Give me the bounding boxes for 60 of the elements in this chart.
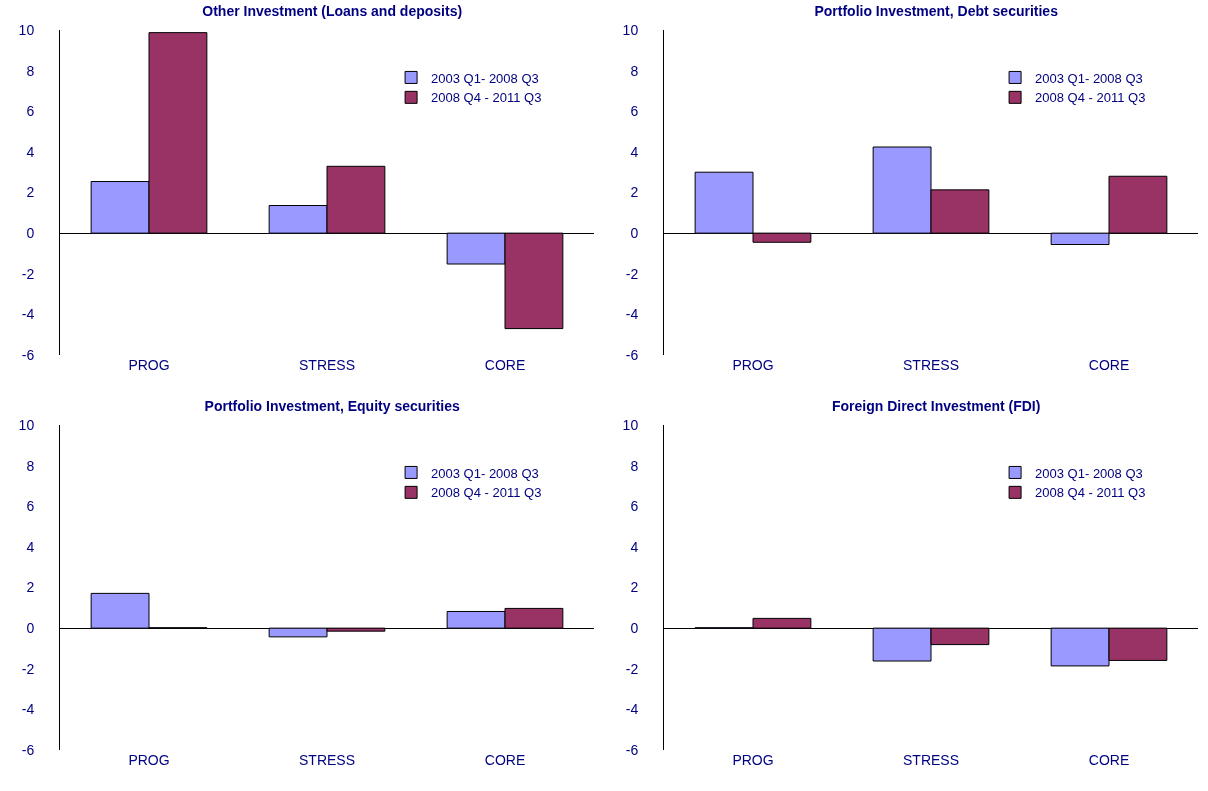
y-tick-label: 8 xyxy=(630,457,639,474)
y-tick-label: -2 xyxy=(21,660,35,677)
y-tick-label: 10 xyxy=(18,21,35,38)
y-tick-label: 2 xyxy=(630,184,639,201)
y-tick-label: -4 xyxy=(625,701,639,718)
y-tick-label: -2 xyxy=(625,660,639,677)
chart-title: Other Investment (Loans and deposits) xyxy=(202,2,463,19)
legend-label: 2008 Q4 - 2011 Q3 xyxy=(431,90,542,106)
x-tick-label: PROG xyxy=(732,752,774,768)
x-tick-label: STRESS xyxy=(298,752,356,768)
y-tick-label: 4 xyxy=(630,538,639,555)
y-tick-label: 10 xyxy=(18,416,35,433)
y-tick-label: 0 xyxy=(630,620,639,637)
y-tick-label: 10 xyxy=(622,416,639,433)
y-tick-label: 6 xyxy=(630,498,639,515)
y-tick-label: -6 xyxy=(625,741,639,758)
legend-label: 2003 Q1- 2008 Q3 xyxy=(431,465,539,481)
x-tick-label: STRESS xyxy=(902,357,960,373)
y-tick-label: 0 xyxy=(26,225,35,242)
x-tick-label: CORE xyxy=(484,752,526,768)
y-tick-label: 6 xyxy=(26,103,35,120)
legend-label: 2003 Q1- 2008 Q3 xyxy=(1035,465,1143,481)
y-tick-label: 2 xyxy=(26,579,35,596)
y-tick-label: 6 xyxy=(630,103,639,120)
y-tick-label: 4 xyxy=(26,538,35,555)
x-tick-label: CORE xyxy=(1088,357,1130,373)
y-tick-label: 6 xyxy=(26,498,35,515)
legend-label: 2003 Q1- 2008 Q3 xyxy=(431,70,539,86)
y-tick-label: 8 xyxy=(26,457,35,474)
x-tick-label: PROG xyxy=(732,357,774,373)
y-tick-label: -6 xyxy=(21,346,35,363)
y-tick-label: 8 xyxy=(630,62,639,79)
chart-title: Portfolio Investment, Equity securities xyxy=(204,397,460,414)
x-tick-label: STRESS xyxy=(902,752,960,768)
y-tick-label: -4 xyxy=(625,306,639,323)
x-tick-label: PROG xyxy=(128,752,170,768)
y-tick-label: -6 xyxy=(625,346,639,363)
x-tick-label: STRESS xyxy=(298,357,356,373)
y-tick-label: 4 xyxy=(630,143,639,160)
y-tick-label: -4 xyxy=(21,701,35,718)
x-tick-label: CORE xyxy=(1088,752,1130,768)
y-tick-label: -6 xyxy=(21,741,35,758)
chart-title: Foreign Direct Investment (FDI) xyxy=(831,397,1041,414)
y-tick-label: -2 xyxy=(625,265,639,282)
legend-label: 2003 Q1- 2008 Q3 xyxy=(1035,70,1143,86)
y-tick-label: -2 xyxy=(21,265,35,282)
x-tick-label: PROG xyxy=(128,357,170,373)
y-tick-label: -4 xyxy=(21,306,35,323)
y-tick-label: 10 xyxy=(622,21,639,38)
y-tick-label: 2 xyxy=(26,184,35,201)
chart-title: Portfolio Investment, Debt securities xyxy=(814,2,1059,19)
legend-label: 2008 Q4 - 2011 Q3 xyxy=(1035,485,1146,501)
legend-label: 2008 Q4 - 2011 Q3 xyxy=(1035,90,1146,106)
y-tick-label: 0 xyxy=(26,620,35,637)
y-tick-label: 4 xyxy=(26,143,35,160)
x-tick-label: CORE xyxy=(484,357,526,373)
y-tick-label: 0 xyxy=(630,225,639,242)
y-tick-label: 2 xyxy=(630,579,639,596)
legend-label: 2008 Q4 - 2011 Q3 xyxy=(431,485,542,501)
y-tick-label: 8 xyxy=(26,62,35,79)
